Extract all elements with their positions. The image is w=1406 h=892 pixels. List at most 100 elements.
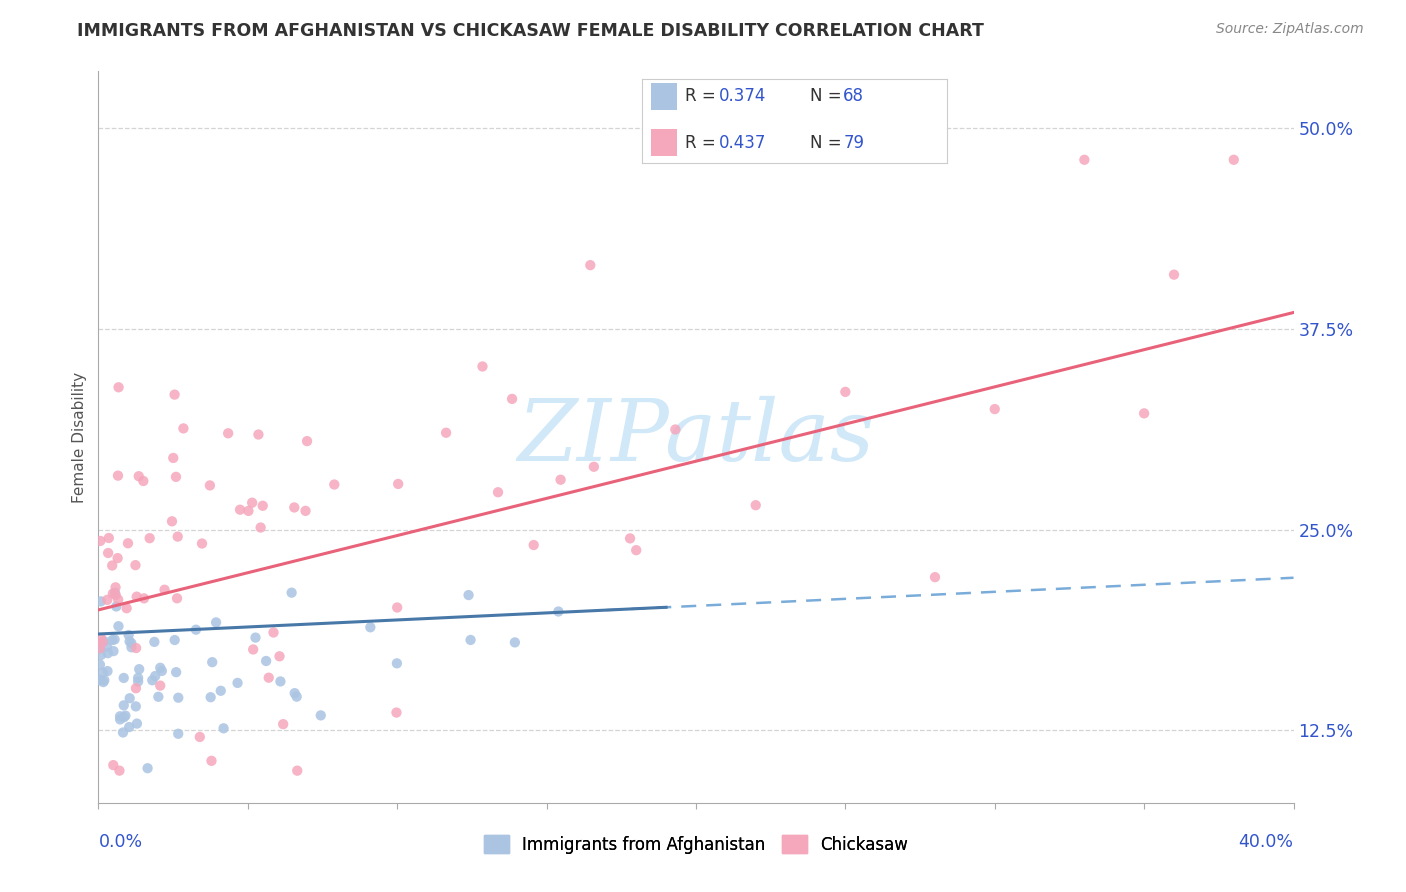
Point xyxy=(148,690,170,704)
Point xyxy=(127,671,149,685)
Point xyxy=(125,641,148,656)
Point xyxy=(523,538,546,552)
Point xyxy=(90,594,112,608)
Point xyxy=(93,634,115,648)
Point xyxy=(167,727,190,741)
Point xyxy=(579,258,602,272)
Point xyxy=(664,422,686,436)
Point xyxy=(127,674,149,689)
Point xyxy=(249,520,271,534)
Point xyxy=(984,402,1007,417)
Point xyxy=(101,558,124,573)
Point xyxy=(229,502,252,516)
Point xyxy=(91,635,114,649)
Point xyxy=(385,706,408,720)
Point xyxy=(184,623,207,637)
Point xyxy=(150,664,173,678)
Point xyxy=(1223,153,1246,167)
Point xyxy=(1133,406,1156,420)
Point xyxy=(111,725,134,739)
Point xyxy=(108,764,131,778)
Point xyxy=(745,498,768,512)
Point xyxy=(167,690,190,705)
Point xyxy=(118,634,141,648)
Point xyxy=(138,531,160,545)
Point xyxy=(240,496,263,510)
Point xyxy=(153,582,176,597)
Point xyxy=(200,690,222,705)
Point xyxy=(97,546,120,560)
Point xyxy=(160,514,183,528)
Point xyxy=(118,720,141,734)
Point xyxy=(252,499,274,513)
Point xyxy=(89,533,111,548)
Point xyxy=(125,681,148,696)
Point xyxy=(104,586,127,600)
Point xyxy=(1073,153,1095,167)
Point xyxy=(285,764,308,778)
Point xyxy=(501,392,523,406)
Point xyxy=(385,600,409,615)
Point xyxy=(125,590,148,604)
Point xyxy=(93,673,115,688)
Point xyxy=(97,646,120,660)
Point xyxy=(217,426,239,441)
Point xyxy=(104,588,127,602)
Point xyxy=(107,551,129,566)
Point xyxy=(101,587,124,601)
Point xyxy=(128,662,150,676)
Point xyxy=(149,679,172,693)
Text: IMMIGRANTS FROM AFGHANISTAN VS CHICKASAW FEMALE DISABILITY CORRELATION CHART: IMMIGRANTS FROM AFGHANISTAN VS CHICKASAW… xyxy=(77,22,984,40)
Point xyxy=(283,500,305,515)
Text: Source: ZipAtlas.com: Source: ZipAtlas.com xyxy=(1216,22,1364,37)
Point xyxy=(254,654,277,668)
Point xyxy=(619,532,641,546)
Point xyxy=(834,384,856,399)
Point xyxy=(280,585,302,599)
Point xyxy=(105,599,128,614)
Point xyxy=(924,570,946,584)
Point xyxy=(90,631,112,645)
Point xyxy=(149,661,172,675)
Text: ZIPatlas: ZIPatlas xyxy=(517,396,875,478)
Point xyxy=(550,473,572,487)
Point xyxy=(108,709,131,723)
Point xyxy=(107,592,129,607)
Point xyxy=(1163,268,1185,282)
Legend: Immigrants from Afghanistan, Chickasaw: Immigrants from Afghanistan, Chickasaw xyxy=(477,829,915,860)
Point xyxy=(89,641,111,656)
Point xyxy=(269,674,291,689)
Point xyxy=(457,588,479,602)
Point xyxy=(172,421,194,435)
Point xyxy=(143,635,166,649)
Point xyxy=(120,636,142,650)
Point xyxy=(96,664,118,678)
Point xyxy=(128,469,150,483)
Point xyxy=(486,485,509,500)
Point xyxy=(166,591,188,606)
Point xyxy=(242,642,264,657)
Point xyxy=(201,655,224,669)
Point xyxy=(114,708,136,723)
Point xyxy=(163,633,186,648)
Point xyxy=(104,632,127,647)
Point xyxy=(271,717,294,731)
Point xyxy=(226,676,249,690)
Point xyxy=(257,671,280,685)
Point xyxy=(112,710,135,724)
Point xyxy=(107,380,129,394)
Point xyxy=(96,592,118,607)
Point xyxy=(294,504,316,518)
Point xyxy=(247,427,270,442)
Point xyxy=(141,673,163,688)
Text: 0.0%: 0.0% xyxy=(98,833,142,851)
Point xyxy=(471,359,494,374)
Point xyxy=(163,387,186,401)
Point xyxy=(91,675,114,690)
Point xyxy=(89,640,111,655)
Point xyxy=(212,722,235,736)
Point xyxy=(285,690,308,704)
Point xyxy=(460,632,482,647)
Point xyxy=(191,536,214,550)
Point xyxy=(547,605,569,619)
